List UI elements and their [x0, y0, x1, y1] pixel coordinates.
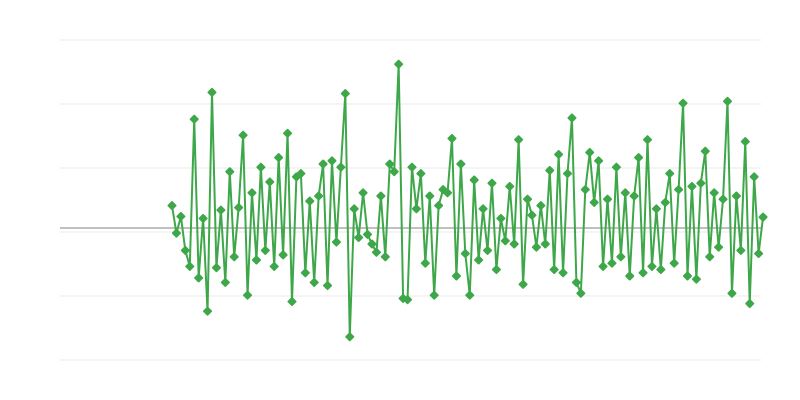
data-point-markers — [167, 59, 768, 342]
series-group — [171, 63, 765, 338]
markers-group — [167, 59, 768, 342]
series-line — [171, 63, 765, 338]
